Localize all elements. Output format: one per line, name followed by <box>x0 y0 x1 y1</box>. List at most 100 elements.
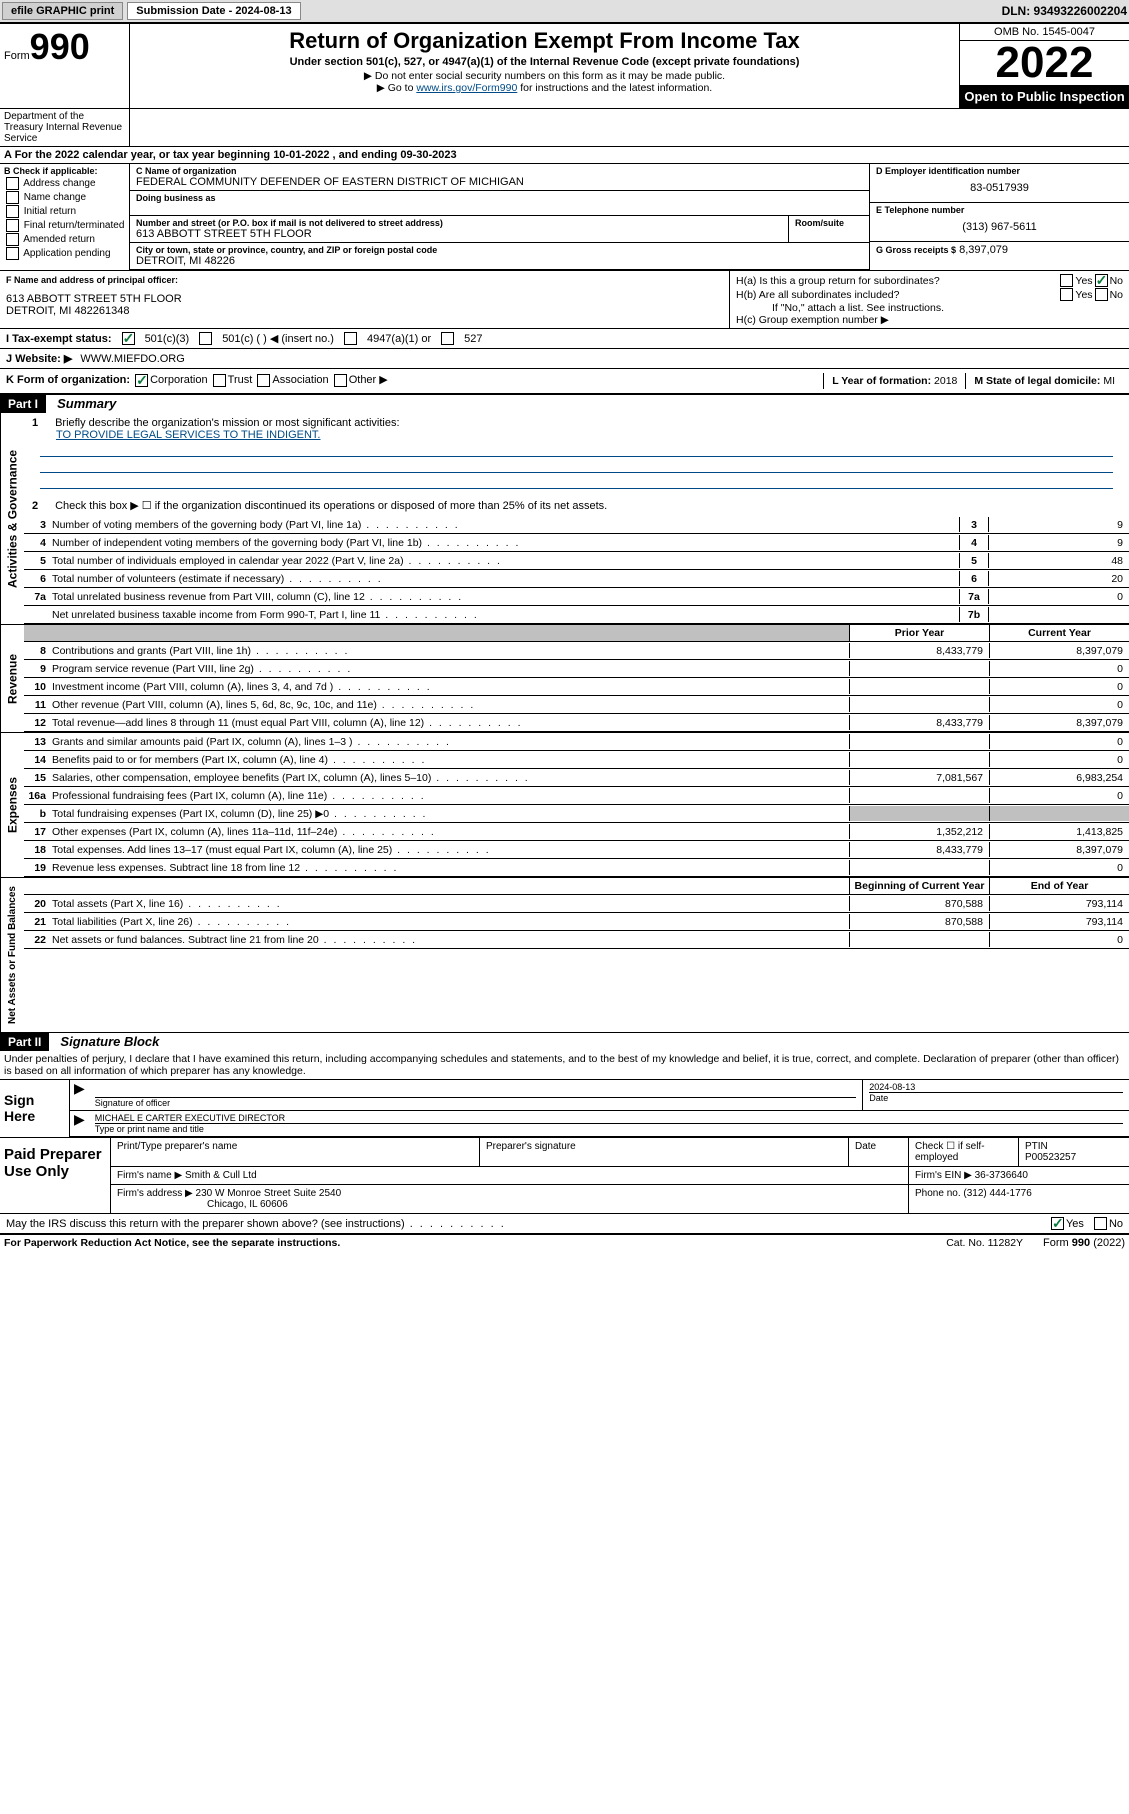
ha-yes-checkbox[interactable] <box>1060 274 1073 287</box>
corp-checkbox[interactable] <box>135 374 148 387</box>
arrow-icon: ▶ <box>70 1111 89 1136</box>
prep-sig-label: Preparer's signature <box>480 1138 849 1166</box>
checkbox-final-return[interactable]: Final return/terminated <box>4 219 125 232</box>
form-header: Form990 Return of Organization Exempt Fr… <box>0 22 1129 108</box>
part1-title: Summary <box>49 396 116 411</box>
summary-line: 6 Total number of volunteers (estimate i… <box>24 570 1129 588</box>
firm-addr-label: Firm's address ▶ <box>117 1188 193 1199</box>
501c3-checkbox[interactable] <box>122 332 135 345</box>
col-current-year: Current Year <box>989 625 1129 641</box>
summary-line: 15 Salaries, other compensation, employe… <box>24 769 1129 787</box>
org-name: FEDERAL COMMUNITY DEFENDER OF EASTERN DI… <box>136 176 863 188</box>
state-domicile: MI <box>1103 375 1115 387</box>
sign-here-label: Sign Here <box>0 1080 70 1137</box>
summary-line: 18 Total expenses. Add lines 13–17 (must… <box>24 841 1129 859</box>
summary-line: 4 Number of independent voting members o… <box>24 534 1129 552</box>
hb-label: H(b) Are all subordinates included? <box>736 289 1058 301</box>
vert-label-expenses: Expenses <box>0 733 24 877</box>
discuss-yes-checkbox[interactable] <box>1051 1217 1064 1230</box>
goto-instruction: ▶ Go to www.irs.gov/Form990 for instruct… <box>134 82 955 94</box>
summary-line: 9 Program service revenue (Part VIII, li… <box>24 660 1129 678</box>
ha-no-checkbox[interactable] <box>1095 274 1108 287</box>
summary-line: 14 Benefits paid to or for members (Part… <box>24 751 1129 769</box>
checkbox-address-change[interactable]: Address change <box>4 177 125 190</box>
officer-addr1: 613 ABBOTT STREET 5TH FLOOR <box>6 293 723 305</box>
check-self-employed: Check ☐ if self-employed <box>909 1138 1019 1166</box>
summary-line: 12 Total revenue—add lines 8 through 11 … <box>24 714 1129 732</box>
501c-checkbox[interactable] <box>199 332 212 345</box>
firm-addr1: 230 W Monroe Street Suite 2540 <box>196 1188 342 1199</box>
checkbox-name-change[interactable]: Name change <box>4 191 125 204</box>
line1-label: Briefly describe the organization's miss… <box>55 417 399 429</box>
summary-line: 20 Total assets (Part X, line 16) 870,58… <box>24 895 1129 913</box>
discuss-text: May the IRS discuss this return with the… <box>6 1218 1049 1230</box>
tel-label: E Telephone number <box>876 205 1123 215</box>
efile-print-button[interactable]: efile GRAPHIC print <box>2 2 123 20</box>
irs-link[interactable]: www.irs.gov/Form990 <box>416 82 517 94</box>
part1-revenue: Revenue Prior Year Current Year 8 Contri… <box>0 625 1129 733</box>
irs-discuss-row: May the IRS discuss this return with the… <box>0 1213 1129 1233</box>
type-name-label: Type or print name and title <box>95 1123 1123 1134</box>
ha-label: H(a) Is this a group return for subordin… <box>736 275 1058 287</box>
form-page: Form 990 (2022) <box>1043 1237 1125 1249</box>
dba-label: Doing business as <box>136 193 863 203</box>
section-b-label: B Check if applicable: <box>4 166 125 176</box>
discuss-no-checkbox[interactable] <box>1094 1217 1107 1230</box>
part2-title: Signature Block <box>52 1034 159 1049</box>
assoc-checkbox[interactable] <box>257 374 270 387</box>
tax-year: 2022 <box>960 41 1129 85</box>
checkbox-initial-return[interactable]: Initial return <box>4 205 125 218</box>
checkbox-amended-return[interactable]: Amended return <box>4 233 125 246</box>
tel-value: (313) 967-5611 <box>876 215 1123 239</box>
vert-label-governance: Activities & Governance <box>0 413 24 624</box>
firm-name-label: Firm's name ▶ <box>117 1170 182 1181</box>
part1-header-row: Part I Summary <box>0 395 1129 413</box>
ptin-label: PTIN <box>1025 1141 1048 1152</box>
gross-label: G Gross receipts $ <box>876 245 956 255</box>
summary-line: 11 Other revenue (Part VIII, column (A),… <box>24 696 1129 714</box>
ptin-value: P00523257 <box>1025 1152 1076 1163</box>
room-label: Room/suite <box>795 218 863 228</box>
part2-header-row: Part II Signature Block <box>0 1033 1129 1051</box>
org-name-label: C Name of organization <box>136 166 863 176</box>
firm-name: Smith & Cull Ltd <box>185 1170 257 1181</box>
4947-checkbox[interactable] <box>344 332 357 345</box>
summary-line: 22 Net assets or fund balances. Subtract… <box>24 931 1129 949</box>
ein-label: D Employer identification number <box>876 166 1123 176</box>
addr-label: Number and street (or P.O. box if mail i… <box>136 218 782 228</box>
arrow-icon: ▶ <box>70 1080 89 1110</box>
ssn-warning: ▶ Do not enter social security numbers o… <box>134 70 955 82</box>
phone-value: (312) 444-1776 <box>963 1188 1031 1199</box>
year-formation: 2018 <box>934 375 957 387</box>
row-a-tax-year: A For the 2022 calendar year, or tax yea… <box>0 146 1129 163</box>
vert-label-revenue: Revenue <box>0 625 24 732</box>
summary-line: 13 Grants and similar amounts paid (Part… <box>24 733 1129 751</box>
hb-yes-checkbox[interactable] <box>1060 288 1073 301</box>
checkbox-application-pending[interactable]: Application pending <box>4 247 125 260</box>
hb-note: If "No," attach a list. See instructions… <box>736 302 1123 314</box>
trust-checkbox[interactable] <box>213 374 226 387</box>
summary-line: 17 Other expenses (Part IX, column (A), … <box>24 823 1129 841</box>
summary-line: 7a Total unrelated business revenue from… <box>24 588 1129 606</box>
officer-addr2: DETROIT, MI 482261348 <box>6 305 723 317</box>
summary-line: b Total fundraising expenses (Part IX, c… <box>24 805 1129 823</box>
row-j-website: J Website: ▶ WWW.MIEFDO.ORG <box>0 348 1129 368</box>
form-subtitle: Under section 501(c), 527, or 4947(a)(1)… <box>134 56 955 68</box>
ein-value: 83-0517939 <box>876 176 1123 200</box>
527-checkbox[interactable] <box>441 332 454 345</box>
summary-line: Net unrelated business taxable income fr… <box>24 606 1129 624</box>
summary-line: 8 Contributions and grants (Part VIII, l… <box>24 642 1129 660</box>
summary-line: 21 Total liabilities (Part X, line 26) 8… <box>24 913 1129 931</box>
summary-line: 19 Revenue less expenses. Subtract line … <box>24 859 1129 877</box>
other-checkbox[interactable] <box>334 374 347 387</box>
paid-preparer-section: Paid Preparer Use Only Print/Type prepar… <box>0 1137 1129 1213</box>
gross-receipts: 8,397,079 <box>959 244 1008 256</box>
mission-text: TO PROVIDE LEGAL SERVICES TO THE INDIGEN… <box>32 429 320 441</box>
summary-line: 10 Investment income (Part VIII, column … <box>24 678 1129 696</box>
hb-no-checkbox[interactable] <box>1095 288 1108 301</box>
prep-name-label: Print/Type preparer's name <box>111 1138 480 1166</box>
form-number: Form990 <box>4 26 125 68</box>
hc-label: H(c) Group exemption number ▶ <box>736 314 1123 326</box>
website-value: WWW.MIEFDO.ORG <box>80 353 184 365</box>
col-begin-year: Beginning of Current Year <box>849 878 989 894</box>
